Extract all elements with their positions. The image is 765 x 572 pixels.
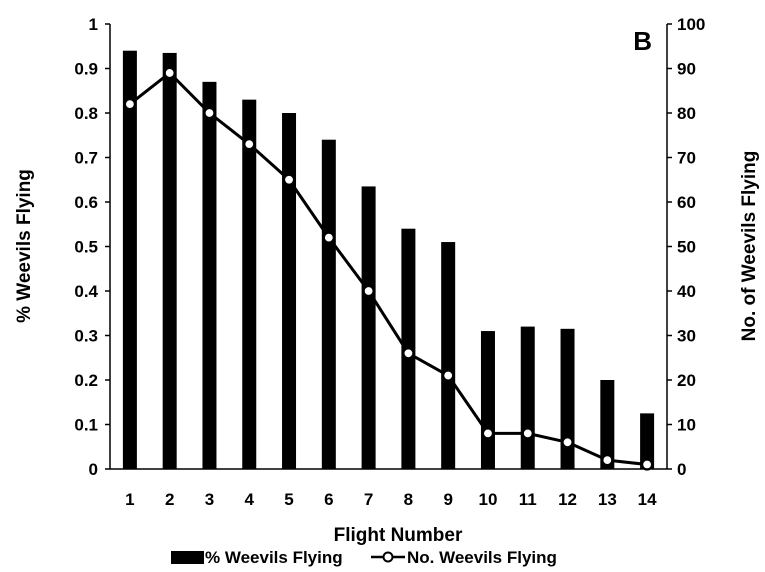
y-left-tick-label: 0.9 [74, 60, 98, 79]
x-tick-label: 8 [404, 490, 413, 509]
line-group [123, 66, 654, 471]
x-tick-label: 5 [284, 490, 293, 509]
x-tick-label: 2 [165, 490, 174, 509]
line-point [402, 347, 415, 360]
bar [162, 52, 177, 470]
legend-bar-label: % Weevils Flying [205, 548, 343, 567]
line-point [282, 173, 296, 186]
line-point [601, 454, 614, 467]
line-point [362, 284, 375, 298]
line-point [163, 66, 176, 80]
bar [600, 380, 615, 469]
line-point [123, 97, 136, 111]
y-axis-right-title: No. of Weevils Flying [739, 151, 760, 342]
panel-label: B [633, 26, 652, 56]
x-tick-label: 10 [479, 490, 498, 509]
legend-line-marker [382, 551, 394, 563]
right-tick-labels: 0 10 20 30 40 50 60 70 80 90 100 [677, 15, 705, 479]
bar [560, 328, 575, 469]
bar [640, 413, 655, 469]
bar [361, 186, 376, 470]
x-tick-label: 13 [598, 490, 617, 509]
y-right-tick-label: 50 [677, 238, 696, 257]
y-left-tick-label: 1 [89, 15, 98, 34]
axes-group [105, 23, 672, 470]
y-left-tick-label: 0.5 [74, 238, 98, 257]
y-left-tick-label: 0.2 [74, 371, 98, 390]
bar [520, 326, 535, 469]
legend-bar-swatch [171, 551, 204, 564]
y-right-tick-label: 30 [677, 327, 696, 346]
line-point [322, 231, 335, 244]
line-point [561, 436, 574, 449]
x-tick-labels: 1 2 3 4 5 6 7 8 9 10 11 12 13 14 [125, 490, 657, 509]
y-right-tick-label: 10 [677, 416, 696, 435]
bar [242, 99, 257, 470]
x-tick-label: 7 [364, 490, 373, 509]
y-left-tick-label: 0.6 [74, 193, 98, 212]
x-tick-label: 12 [558, 490, 577, 509]
y-right-tick-label: 80 [677, 104, 696, 123]
x-tick-label: 9 [443, 490, 452, 509]
y-left-tick-label: 0 [89, 460, 98, 479]
bar [480, 331, 495, 469]
y-right-tick-label: 20 [677, 371, 696, 390]
legend: % Weevils Flying No. Weevils Flying [171, 548, 557, 567]
y-left-tick-label: 0.1 [74, 416, 98, 435]
x-tick-label: 6 [324, 490, 333, 509]
y-right-tick-label: 0 [677, 460, 686, 479]
bar [202, 81, 217, 469]
x-axis-title: Flight Number [334, 525, 463, 546]
line-point [641, 458, 654, 471]
bar [441, 242, 456, 469]
y-left-tick-label: 0.4 [74, 282, 98, 301]
y-right-tick-label: 60 [677, 193, 696, 212]
x-tick-label: 14 [638, 490, 657, 509]
x-tick-label: 3 [205, 490, 214, 509]
x-tick-label: 11 [519, 490, 537, 509]
bar [282, 113, 297, 469]
y-right-tick-label: 100 [677, 15, 705, 34]
left-tick-labels: 0 0.1 0.2 0.3 0.4 0.5 0.6 0.7 0.8 0.9 1 [74, 15, 98, 479]
line-point [481, 427, 495, 440]
y-left-tick-label: 0.8 [74, 104, 98, 123]
line-point [442, 369, 455, 382]
line-point [243, 138, 256, 151]
y-right-tick-label: 40 [677, 282, 696, 301]
line-point [521, 427, 534, 440]
line-point [203, 106, 216, 120]
x-tick-label: 4 [245, 490, 255, 509]
y-left-tick-label: 0.7 [74, 149, 98, 168]
bar [122, 50, 137, 469]
legend-line-label: No. Weevils Flying [407, 548, 557, 567]
bars-group [122, 50, 655, 470]
bar [321, 139, 336, 469]
y-right-tick-label: 70 [677, 149, 696, 168]
y-axis-left-title: % Weevils Flying [14, 169, 35, 323]
x-tick-label: 1 [125, 490, 134, 509]
y-left-tick-label: 0.3 [74, 327, 98, 346]
y-right-tick-label: 90 [677, 60, 696, 79]
series-line [128, 71, 648, 467]
